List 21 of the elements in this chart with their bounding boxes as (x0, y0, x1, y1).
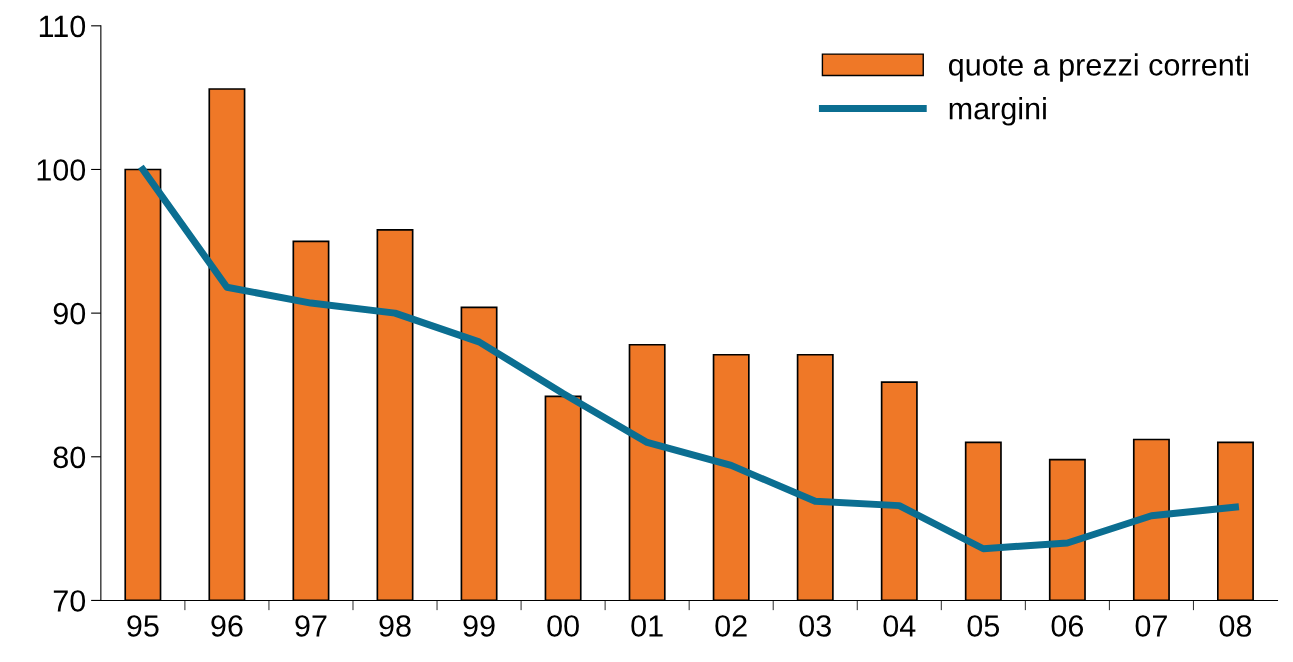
x-tick-label: 05 (967, 615, 1000, 637)
x-tick-label: 99 (463, 615, 495, 637)
x-tick-label: 04 (883, 615, 916, 637)
x-tick-label: 97 (295, 615, 327, 637)
legend-label: margini (949, 97, 1046, 126)
x-tick-label: 08 (1219, 615, 1252, 637)
y-tick-label: 80 (53, 446, 86, 469)
x-tick-label: 98 (379, 615, 411, 637)
y-tick-label: 70 (53, 590, 86, 612)
x-tick-label: 03 (799, 615, 831, 637)
y-tick-label: 110 (39, 15, 86, 38)
x-tick-label: 95 (127, 615, 159, 637)
y-tick-label: 100 (37, 159, 86, 181)
x-tick-label: 01 (631, 615, 663, 637)
x-tick-label: 07 (1135, 615, 1167, 637)
x-tick-label: 02 (715, 615, 747, 637)
x-tick-label: 00 (547, 615, 579, 637)
x-tick-label: 06 (1051, 615, 1084, 637)
y-tick-label: 90 (53, 302, 86, 325)
legend-label: quote a prezzi correnti (948, 53, 1248, 82)
x-tick-label: 96 (211, 615, 243, 637)
